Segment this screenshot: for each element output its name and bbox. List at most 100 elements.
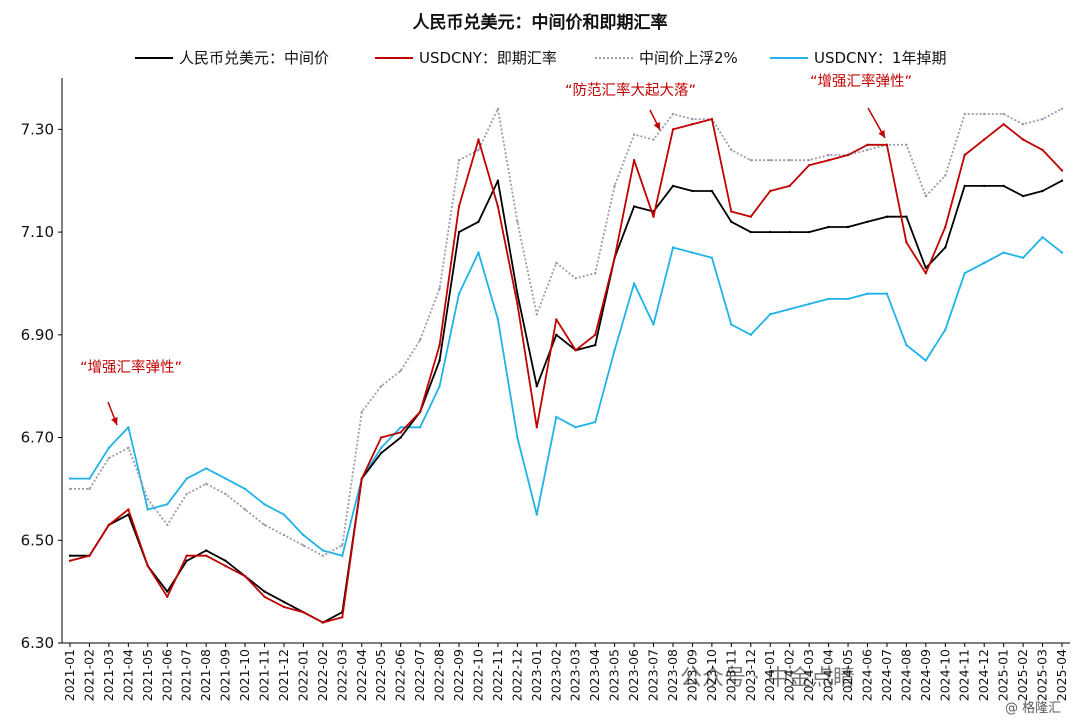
data-point <box>730 220 733 223</box>
data-point <box>146 564 149 568</box>
data-point <box>652 138 655 141</box>
data-point <box>555 318 558 321</box>
data-point <box>380 451 383 455</box>
x-tick-label: 2022-07 <box>412 649 427 701</box>
x-tick-label: 2024-03 <box>801 649 816 701</box>
data-point <box>146 508 149 511</box>
data-point <box>807 230 811 234</box>
data-point <box>574 277 577 280</box>
data-point <box>924 359 927 362</box>
data-point <box>380 385 383 388</box>
data-point <box>691 189 694 193</box>
legend: 人民币兑美元：中间价 USDCNY：即期汇率 中间价上浮2% USDCNY：1年掉期 <box>135 49 946 67</box>
data-point <box>827 153 830 157</box>
data-point <box>477 148 480 152</box>
data-point <box>827 159 830 162</box>
data-point <box>535 513 538 516</box>
data-point <box>496 205 500 208</box>
x-tick-label: 2021-10 <box>237 649 252 701</box>
data-point <box>866 148 869 152</box>
x-tick-label: 2021-03 <box>101 649 116 701</box>
data-point <box>263 503 266 506</box>
data-point <box>652 323 655 326</box>
y-tick-label: 7.30 <box>21 120 54 138</box>
data-point <box>963 272 966 275</box>
x-tick-label: 2024-07 <box>879 649 894 701</box>
data-point <box>1002 251 1005 254</box>
series-line-3 <box>70 107 1063 557</box>
data-point <box>632 282 636 285</box>
data-point <box>418 410 422 414</box>
data-point <box>905 215 908 218</box>
data-point <box>166 595 169 598</box>
annotation-text: “防范汇率大起大落” <box>565 82 696 99</box>
data-point <box>905 241 908 244</box>
annotation-arrowhead <box>111 417 118 425</box>
x-tick-label: 2022-02 <box>315 649 330 701</box>
data-point <box>457 159 461 162</box>
data-point <box>88 477 91 480</box>
data-point <box>769 159 772 162</box>
data-point <box>963 184 966 188</box>
x-tick-label: 2024-11 <box>957 649 972 701</box>
data-point <box>827 225 830 229</box>
data-point <box>224 564 227 568</box>
data-point <box>594 420 597 424</box>
x-tick-label: 2024-06 <box>859 649 874 701</box>
data-point <box>1021 138 1025 141</box>
data-point <box>963 153 966 157</box>
data-point <box>516 292 519 295</box>
x-tick-label: 2022-01 <box>295 649 310 701</box>
data-point <box>127 446 130 449</box>
data-point <box>555 415 558 419</box>
x-tick-label: 2022-10 <box>470 649 485 701</box>
x-tick-label: 2021-07 <box>179 649 194 701</box>
data-point <box>944 246 947 249</box>
data-point <box>399 431 402 434</box>
x-tick-label: 2024-01 <box>762 649 777 701</box>
data-point <box>282 605 286 609</box>
data-point <box>321 621 325 624</box>
data-point <box>671 184 675 188</box>
data-point <box>866 292 869 295</box>
data-point <box>205 554 208 557</box>
data-point <box>594 343 597 347</box>
data-point <box>555 261 558 265</box>
data-point <box>166 523 169 527</box>
data-point <box>594 333 597 336</box>
data-point <box>749 215 752 218</box>
data-point <box>613 256 616 259</box>
data-point <box>282 600 286 604</box>
data-point <box>438 343 441 347</box>
data-point <box>1021 123 1025 126</box>
data-point <box>205 467 208 470</box>
x-tick-label: 2023-02 <box>548 649 563 701</box>
data-point <box>107 456 111 460</box>
y-tick-label: 6.50 <box>21 531 54 549</box>
data-point <box>807 302 811 306</box>
data-point <box>302 611 305 614</box>
data-point <box>477 251 480 254</box>
data-point <box>399 436 402 439</box>
data-point <box>341 544 344 547</box>
data-point <box>496 179 500 182</box>
data-point <box>983 112 986 116</box>
data-point <box>594 272 597 275</box>
data-point <box>866 143 869 146</box>
data-point <box>224 492 227 496</box>
data-point <box>107 523 111 527</box>
x-tick-label: 2021-04 <box>120 649 135 701</box>
x-tick-label: 2022-08 <box>432 649 447 701</box>
data-point <box>68 487 72 491</box>
legend-label: USDCNY：即期汇率 <box>419 49 557 67</box>
x-tick-label: 2025-03 <box>1035 649 1050 701</box>
data-point <box>1041 148 1044 152</box>
data-point <box>380 436 383 439</box>
data-point <box>710 256 714 259</box>
data-point <box>691 123 694 126</box>
data-point <box>710 189 714 193</box>
data-point <box>457 292 461 295</box>
data-point <box>944 174 947 177</box>
series-line-1 <box>70 179 1063 624</box>
x-tick-label: 2023-11 <box>723 649 738 701</box>
